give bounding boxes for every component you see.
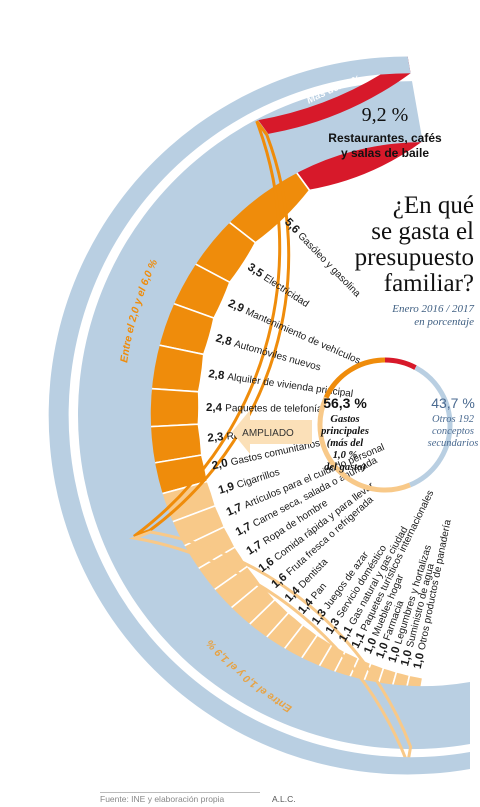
donut-orange-arc (323, 357, 386, 399)
highlight-name-line-1: Restaurantes, cafés (328, 131, 442, 145)
label-paquetes-de-telefonia: 2,4 Paquetes de telefonía (206, 402, 323, 415)
subtitle-line-2: en porcentaje (414, 316, 474, 328)
donut-main-label: 56,3 % Gastos principales (más del 1,0 %… (310, 395, 380, 474)
highlight-value: 9,2 % (361, 104, 409, 126)
title-block: ¿En qué se gasta el presupuesto familiar… (294, 193, 474, 329)
donut-main-line-3: (más del (326, 438, 364, 449)
donut-other-value: 43,7 % (431, 395, 475, 411)
donut-light-orange-arc (317, 396, 412, 493)
wedge-others-continuation (78, 81, 470, 750)
donut-others-arc (409, 365, 453, 488)
page-title: ¿En qué se gasta el presupuesto familiar… (294, 193, 474, 297)
donut-other-label: 43,7 % Otros 192 conceptos secundarios (422, 395, 480, 450)
donut-main-line-4: 1,0 % (332, 450, 358, 461)
title-line-3: presupuesto (354, 244, 474, 271)
donut-other-line-1: Otros 192 (432, 414, 474, 425)
donut-main-line-5: del gasto) (324, 462, 366, 473)
title-line-1: ¿En qué (392, 192, 474, 219)
source-rule (100, 792, 260, 793)
donut-other-line-2: conceptos (432, 426, 474, 437)
source-note: Fuente: INE y elaboración propia (100, 794, 225, 804)
donut-main-value: 56,3 % (323, 395, 367, 411)
band-2-to-6 (133, 120, 291, 538)
donut-main-line-1: Gastos (330, 414, 360, 425)
ampliado-label: AMPLIADO (242, 428, 294, 439)
highlight-name-line-2: y salas de baile (340, 146, 430, 160)
donut-red-arc (384, 357, 417, 370)
highlight-label: 9,2 % Restaurantes, cafés y salas de bai… (300, 104, 470, 161)
ampliado-arrow (232, 410, 312, 454)
band-1-to-1-9 (129, 530, 413, 770)
subtitle-line-1: Enero 2016 / 2017 (392, 303, 474, 315)
highlight-name: Restaurantes, cafés y salas de baile (300, 131, 470, 161)
subtitle: Enero 2016 / 2017 en porcentaje (294, 303, 474, 329)
donut-main-line-2: principales (321, 426, 369, 437)
donut-other-text: Otros 192 conceptos secundarios (422, 414, 480, 450)
title-line-2: se gasta el (371, 218, 474, 245)
donut-other-line-3: secundarios (427, 438, 479, 449)
title-line-4: familiar? (383, 270, 474, 297)
band-over-6 (258, 56, 411, 134)
donut-main-text: Gastos principales (más del 1,0 % del ga… (310, 414, 380, 474)
author-credit: A.L.C. (272, 794, 296, 804)
